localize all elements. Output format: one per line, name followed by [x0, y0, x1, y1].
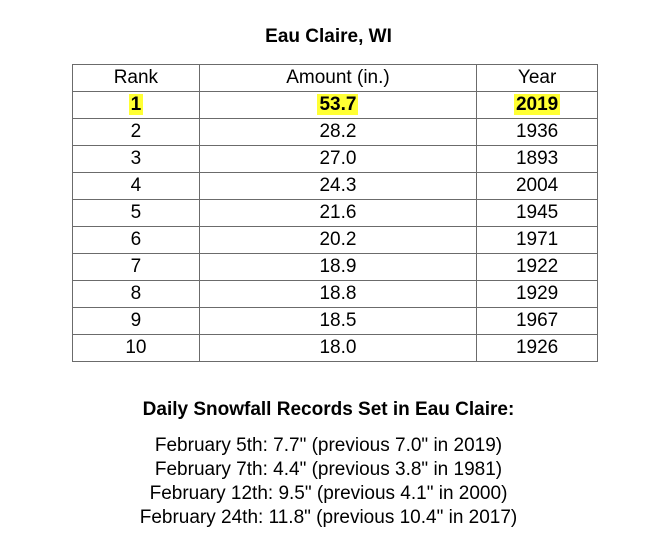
rank-cell: 3 — [72, 145, 200, 173]
year-cell: 1971 — [476, 226, 598, 254]
daily-records-heading: Daily Snowfall Records Set in Eau Claire… — [142, 399, 515, 420]
rank-cell: 1 — [72, 91, 200, 119]
year-cell: 2019 — [476, 91, 598, 119]
daily-record-item: February 24th: 11.8" (previous 10.4" in … — [139, 507, 518, 528]
table-row: 10 18.0 1926 — [72, 334, 598, 362]
rank-cell: 6 — [72, 226, 200, 254]
amount-cell: 27.0 — [198, 145, 478, 173]
table-row: 9 18.5 1967 — [72, 307, 598, 335]
rank-cell: 8 — [72, 280, 200, 308]
table-row: 4 24.3 2004 — [72, 172, 598, 200]
snowfall-records-table: Rank Amount (in.) Year 1 53.7 2019 2 28.… — [72, 64, 598, 362]
rank-cell: 9 — [72, 307, 200, 335]
table-header-row: Rank Amount (in.) Year — [72, 64, 598, 92]
amount-cell: 18.0 — [198, 334, 478, 362]
highlighted-rank: 1 — [128, 94, 144, 115]
header-year: Year — [476, 64, 598, 92]
amount-cell: 28.2 — [198, 118, 478, 146]
daily-records-list: February 5th: 7.7" (previous 7.0" in 201… — [0, 434, 657, 530]
table-row: 7 18.9 1922 — [72, 253, 598, 281]
highlighted-amount: 53.7 — [317, 94, 359, 115]
table-row: 6 20.2 1971 — [72, 226, 598, 254]
table-row: 8 18.8 1929 — [72, 280, 598, 308]
year-cell: 1893 — [476, 145, 598, 173]
table-row: 5 21.6 1945 — [72, 199, 598, 227]
table-row: 1 53.7 2019 — [72, 91, 598, 119]
amount-cell: 21.6 — [198, 199, 478, 227]
daily-record-item: February 12th: 9.5" (previous 4.1" in 20… — [149, 483, 508, 504]
amount-cell: 53.7 — [198, 91, 478, 119]
amount-cell: 18.9 — [198, 253, 478, 281]
amount-cell: 18.5 — [198, 307, 478, 335]
daily-record-item: February 5th: 7.7" (previous 7.0" in 201… — [154, 435, 503, 456]
page-title: Eau Claire, WI — [265, 26, 392, 47]
year-cell: 2004 — [476, 172, 598, 200]
amount-cell: 24.3 — [198, 172, 478, 200]
rank-cell: 2 — [72, 118, 200, 146]
year-cell: 1945 — [476, 199, 598, 227]
rank-cell: 4 — [72, 172, 200, 200]
rank-cell: 5 — [72, 199, 200, 227]
header-amount: Amount (in.) — [198, 64, 478, 92]
table-row: 2 28.2 1936 — [72, 118, 598, 146]
amount-cell: 18.8 — [198, 280, 478, 308]
highlighted-year: 2019 — [513, 94, 561, 115]
header-rank: Rank — [72, 64, 200, 92]
year-cell: 1967 — [476, 307, 598, 335]
year-cell: 1922 — [476, 253, 598, 281]
table-row: 3 27.0 1893 — [72, 145, 598, 173]
daily-record-item: February 7th: 4.4" (previous 3.8" in 198… — [154, 459, 503, 480]
year-cell: 1929 — [476, 280, 598, 308]
amount-cell: 20.2 — [198, 226, 478, 254]
rank-cell: 10 — [72, 334, 200, 362]
year-cell: 1926 — [476, 334, 598, 362]
rank-cell: 7 — [72, 253, 200, 281]
year-cell: 1936 — [476, 118, 598, 146]
